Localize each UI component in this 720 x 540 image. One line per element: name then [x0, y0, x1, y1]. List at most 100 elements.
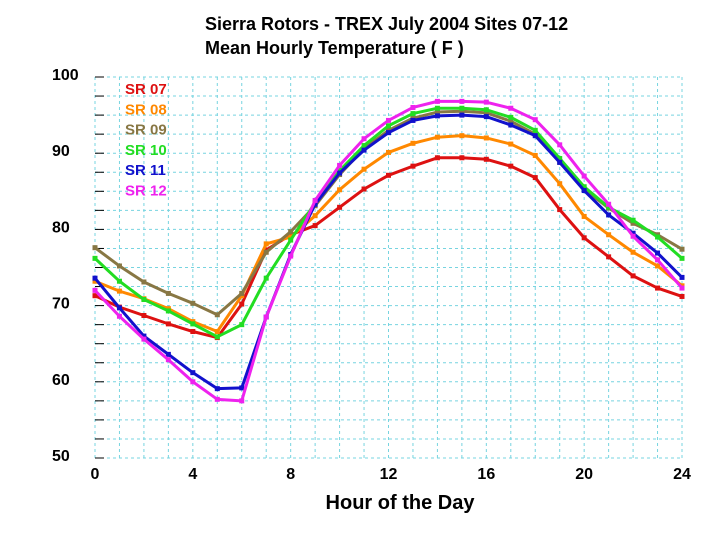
data-point — [263, 241, 269, 247]
y-tick-label: 90 — [52, 143, 70, 160]
data-point — [630, 230, 636, 236]
data-point — [630, 249, 636, 255]
data-point — [557, 159, 563, 165]
data-point — [92, 275, 98, 281]
data-point — [312, 223, 318, 229]
data-point — [532, 175, 538, 181]
data-point — [337, 204, 343, 210]
data-point — [581, 213, 587, 219]
x-tick-label: 0 — [91, 466, 100, 483]
data-point — [483, 114, 489, 120]
legend-entry: SR 09 — [125, 122, 167, 139]
data-point — [361, 143, 367, 149]
data-point — [92, 278, 98, 284]
data-point — [116, 313, 122, 319]
legend-entry: SR 07 — [125, 81, 167, 98]
series-line-sr-09 — [94, 109, 683, 317]
data-point — [606, 204, 612, 210]
data-point — [679, 274, 685, 280]
data-point — [508, 163, 514, 169]
data-point — [483, 110, 489, 116]
x-tick-label: 8 — [286, 466, 295, 483]
data-point — [116, 305, 122, 311]
data-point — [557, 207, 563, 213]
data-point — [361, 186, 367, 192]
data-point — [434, 105, 440, 111]
data-point — [630, 273, 636, 279]
data-point — [508, 141, 514, 147]
data-point — [288, 229, 294, 235]
data-point — [410, 140, 416, 146]
data-point — [679, 285, 685, 291]
data-point — [312, 213, 318, 219]
data-point — [630, 220, 636, 226]
x-tick-label: 16 — [477, 466, 495, 483]
data-point — [557, 142, 563, 148]
data-point — [459, 133, 465, 139]
data-point — [337, 162, 343, 168]
data-point — [190, 370, 196, 376]
plot-area: 50 60 70 80 90 100 0 4 8 12 16 20 24 SR 07 SR 08 SR 09 S… — [52, 67, 691, 483]
data-point — [459, 155, 465, 161]
data-point — [141, 333, 147, 339]
data-point — [165, 357, 171, 363]
data-point — [655, 263, 661, 269]
data-point — [386, 117, 391, 123]
x-tick-label: 24 — [673, 466, 691, 483]
data-point — [532, 152, 538, 158]
data-point — [679, 293, 685, 299]
data-point — [483, 156, 489, 162]
y-tick-label: 60 — [52, 372, 70, 389]
data-point — [239, 322, 245, 328]
data-point — [581, 173, 587, 179]
data-point — [263, 249, 269, 255]
data-point — [581, 235, 587, 241]
data-point — [581, 184, 587, 190]
data-point — [92, 245, 98, 251]
data-point — [116, 263, 122, 269]
data-point — [141, 313, 147, 319]
data-point — [165, 321, 171, 327]
data-point — [410, 163, 416, 169]
data-point — [214, 312, 220, 318]
data-point — [434, 113, 440, 119]
data-point — [581, 188, 587, 194]
data-point — [508, 122, 514, 128]
data-point — [386, 172, 391, 178]
data-point — [532, 117, 538, 123]
data-point — [263, 314, 269, 320]
data-point — [239, 301, 245, 307]
data-point — [312, 197, 318, 203]
data-point — [434, 98, 440, 104]
data-point — [508, 105, 514, 111]
data-point — [655, 234, 661, 240]
data-point — [606, 201, 612, 207]
x-tick-label: 4 — [188, 466, 197, 483]
data-point — [214, 334, 220, 340]
data-point — [655, 250, 661, 256]
data-point — [606, 212, 612, 218]
legend-entry: SR 10 — [125, 142, 167, 159]
y-tick-label: 50 — [52, 448, 70, 465]
data-point — [190, 329, 196, 335]
data-point — [483, 99, 489, 105]
data-point — [483, 107, 489, 113]
data-point — [508, 118, 514, 124]
data-point — [190, 379, 196, 385]
legend-entry: SR 11 — [125, 162, 166, 179]
data-point — [410, 111, 416, 117]
data-point — [606, 232, 612, 238]
data-point — [386, 149, 391, 155]
y-tick-label: 100 — [52, 67, 79, 84]
data-point — [337, 187, 343, 193]
data-point — [630, 217, 636, 223]
data-point — [557, 181, 563, 187]
data-point — [165, 351, 171, 357]
data-point — [679, 255, 685, 261]
chart-title: Sierra Rotors - TREX July 2004 Sites 07-… — [205, 14, 568, 34]
data-point — [239, 290, 245, 296]
legend-entry: SR 12 — [125, 183, 167, 200]
data-point — [532, 127, 538, 133]
data-point — [532, 133, 538, 139]
